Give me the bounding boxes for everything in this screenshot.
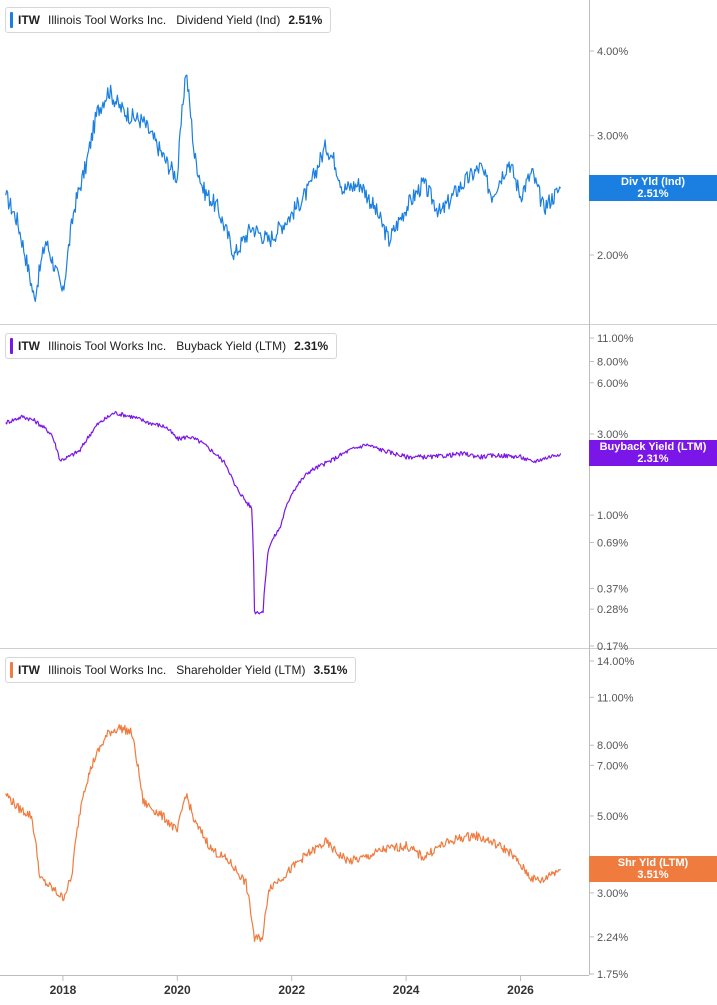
x-axis: 2018 2020 2022 2024 2026 — [50, 975, 534, 997]
y-tick-label: 1.75% — [597, 969, 628, 981]
y-tick-label: 4.00% — [597, 46, 628, 58]
legend-metric: Shareholder Yield (LTM) — [176, 663, 306, 677]
y-tick-label: 0.17% — [597, 641, 628, 653]
value-tag-value: 2.51% — [637, 188, 669, 201]
y-tick-label: 1.00% — [597, 510, 628, 522]
y-tick-label: 6.00% — [597, 378, 628, 390]
value-tag-shareholder-yield: Shr Yld (LTM) 3.51% — [589, 856, 717, 883]
x-tick-label: 2022 — [278, 983, 305, 997]
legend-color-bar — [10, 338, 13, 354]
legend-value: 2.31% — [294, 339, 329, 353]
y-tick-label: 8.00% — [597, 357, 628, 369]
series-line — [5, 411, 562, 615]
y-tick-label: 3.00% — [597, 888, 628, 900]
legend-company: Illinois Tool Works Inc. — [48, 339, 167, 353]
value-tag-buyback-yield: Buyback Yield (LTM) 2.31% — [589, 440, 717, 467]
value-tag-dividend-yield: Div Yld (Ind) 2.51% — [589, 175, 717, 202]
legend-company: Illinois Tool Works Inc. — [48, 13, 167, 27]
y-tick-label: 5.00% — [597, 811, 628, 823]
legend-ticker: ITW — [18, 13, 40, 27]
value-tag-label: Div Yld (Ind) — [621, 176, 685, 189]
y-tick-label: 3.00% — [597, 429, 628, 441]
value-tag-label: Buyback Yield (LTM) — [599, 441, 707, 454]
legend-dividend-yield: ITW Illinois Tool Works Inc. Dividend Yi… — [5, 7, 332, 33]
y-tick-label: 3.00% — [597, 131, 628, 143]
value-tag-value: 3.51% — [637, 869, 669, 882]
panel-separators — [0, 324, 717, 649]
x-tick-label: 2024 — [393, 983, 420, 997]
legend-value: 3.51% — [313, 663, 348, 677]
panel-3: 14.00% 11.00% 8.00% 7.00% 5.00% 3.00% 2.24% 1.7… — [5, 656, 635, 981]
y-tick-label: 2.00% — [597, 250, 628, 262]
y-tick-label: 0.37% — [597, 584, 628, 596]
y-tick-label: 8.00% — [597, 740, 628, 752]
legend-metric: Dividend Yield (Ind) — [176, 13, 281, 27]
y-tick-label: 14.00% — [597, 656, 635, 668]
legend-company: Illinois Tool Works Inc. — [48, 663, 167, 677]
panel-2: 11.00% 8.00% 6.00% 3.00% 1.00% 0.69% 0.37% 0.28… — [5, 333, 634, 653]
chart-panels: 4.00% 3.00% 2.00% 11.00% 8.00% 6.00% 3.00% 1.00… — [5, 46, 635, 981]
x-tick-label: 2026 — [507, 983, 534, 997]
series-line — [5, 74, 562, 302]
panel-1: 4.00% 3.00% 2.00% — [5, 46, 628, 302]
legend-ticker: ITW — [18, 339, 40, 353]
y-tick-label: 0.69% — [597, 538, 628, 550]
x-tick-label: 2018 — [50, 983, 77, 997]
y-tick-label: 2.24% — [597, 932, 628, 944]
series-line — [5, 724, 562, 943]
legend-color-bar — [10, 662, 13, 678]
value-tag-label: Shr Yld (LTM) — [617, 857, 689, 870]
legend-buyback-yield: ITW Illinois Tool Works Inc. Buyback Yie… — [5, 333, 338, 359]
legend-ticker: ITW — [18, 663, 40, 677]
legend-value: 2.51% — [288, 13, 323, 27]
y-tick-label: 11.00% — [597, 692, 634, 704]
y-tick-label: 0.28% — [597, 604, 628, 616]
legend-shareholder-yield: ITW Illinois Tool Works Inc. Shareholder… — [5, 657, 357, 683]
value-tag-value: 2.31% — [637, 453, 669, 466]
y-tick-label: 11.00% — [597, 333, 634, 345]
x-tick-label: 2020 — [164, 983, 191, 997]
legend-color-bar — [10, 12, 13, 28]
legend-metric: Buyback Yield (LTM) — [176, 339, 287, 353]
y-tick-label: 7.00% — [597, 760, 628, 772]
